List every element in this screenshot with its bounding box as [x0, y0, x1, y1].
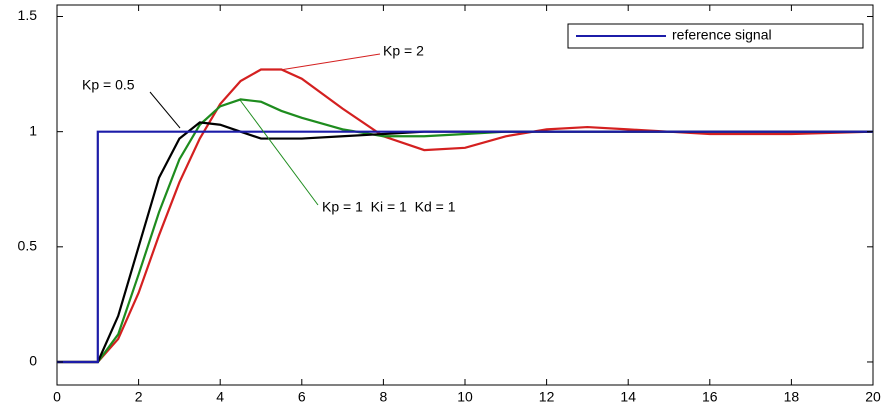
annotation-arrow	[279, 53, 381, 71]
series-line	[57, 130, 873, 364]
x-tick-label: 16	[702, 389, 718, 405]
annotation: Kp = 2	[383, 43, 424, 59]
series-layer	[57, 68, 874, 364]
x-tick-label: 10	[457, 389, 473, 405]
annotation: Kp = 0.5	[82, 77, 135, 93]
x-tick-label: 14	[620, 389, 636, 405]
annotation-arrow	[239, 99, 319, 206]
series-line	[57, 68, 874, 364]
y-tick-label: 1	[29, 122, 37, 138]
y-tick-label: 0.5	[18, 238, 38, 254]
legend-label: reference signal	[672, 27, 772, 43]
y-tick-label: 1.5	[18, 7, 38, 23]
x-tick-label: 0	[53, 389, 61, 405]
x-tick-label: 6	[298, 389, 306, 405]
x-tick-label: 18	[784, 389, 800, 405]
x-tick-label: 12	[539, 389, 555, 405]
x-tick-label: 2	[135, 389, 143, 405]
annotation-arrow	[149, 91, 181, 129]
x-tick-label: 4	[216, 389, 224, 405]
y-tick-label: 0	[29, 353, 37, 369]
x-tick-label: 20	[865, 389, 881, 405]
plot-area	[56, 4, 874, 386]
annotation: Kp = 1 Ki = 1 Kd = 1	[322, 199, 456, 215]
x-tick-label: 8	[380, 389, 388, 405]
